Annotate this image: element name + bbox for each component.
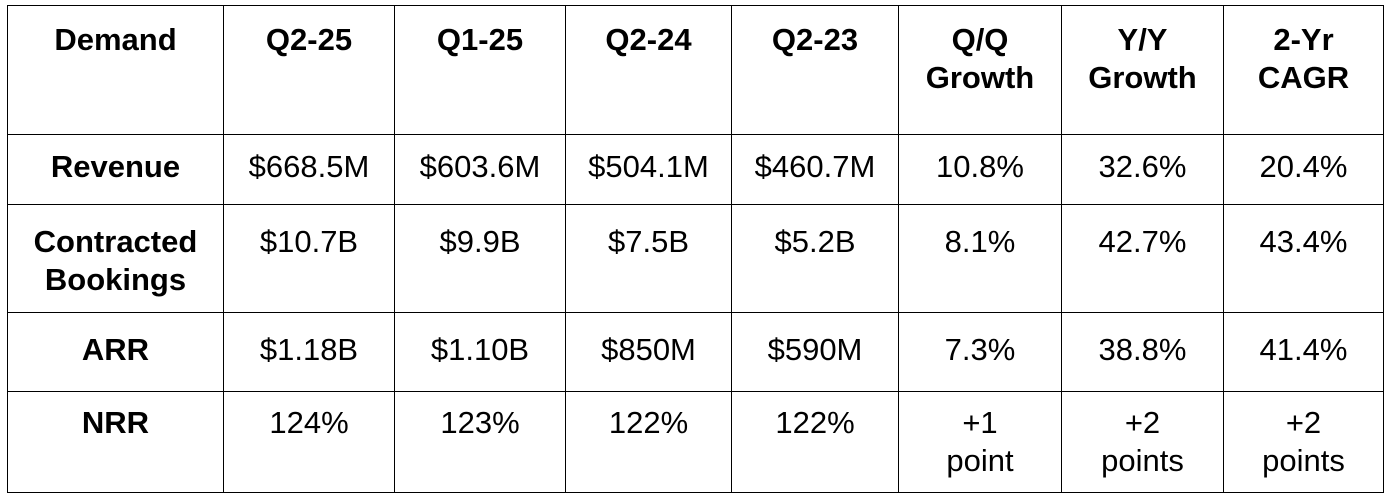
table-cell: $5.2B xyxy=(731,204,899,313)
column-header-q2-24: Q2-24 xyxy=(565,5,732,135)
table-cell: $590M xyxy=(731,312,899,392)
row-label-nrr: NRR xyxy=(7,391,224,493)
row-label-revenue: Revenue xyxy=(7,134,224,205)
table-row: Revenue $668.5M $603.6M $504.1M $460.7M … xyxy=(7,134,1384,205)
column-header-yy-growth: Y/Y Growth xyxy=(1061,5,1224,135)
column-header-2yr-cagr: 2-Yr CAGR xyxy=(1223,5,1384,135)
header-row: Demand Q2-25 Q1-25 Q2-24 Q2-23 Q/Q Growt… xyxy=(7,5,1384,135)
table-cell: $1.18B xyxy=(223,312,395,392)
demand-metrics-table: Demand Q2-25 Q1-25 Q2-24 Q2-23 Q/Q Growt… xyxy=(7,5,1384,493)
table-cell: $7.5B xyxy=(565,204,732,313)
column-header-q2-25: Q2-25 xyxy=(223,5,395,135)
table-cell: $9.9B xyxy=(394,204,566,313)
table-cell: 122% xyxy=(565,391,732,493)
table-cell: +2 points xyxy=(1223,391,1384,493)
column-header-qq-growth: Q/Q Growth xyxy=(898,5,1062,135)
table-cell: 7.3% xyxy=(898,312,1062,392)
table-cell: $603.6M xyxy=(394,134,566,205)
table-cell: $10.7B xyxy=(223,204,395,313)
table-cell: 42.7% xyxy=(1061,204,1224,313)
table-cell: 124% xyxy=(223,391,395,493)
table-row: Contracted Bookings $10.7B $9.9B $7.5B $… xyxy=(7,204,1384,313)
table-cell: 43.4% xyxy=(1223,204,1384,313)
table-cell: $504.1M xyxy=(565,134,732,205)
table-cell: $850M xyxy=(565,312,732,392)
row-label-contracted-bookings: Contracted Bookings xyxy=(7,204,224,313)
table-cell: 123% xyxy=(394,391,566,493)
column-header-demand: Demand xyxy=(7,5,224,135)
table-cell: $460.7M xyxy=(731,134,899,205)
column-header-q2-23: Q2-23 xyxy=(731,5,899,135)
table-row: ARR $1.18B $1.10B $850M $590M 7.3% 38.8%… xyxy=(7,312,1384,392)
table-cell: 32.6% xyxy=(1061,134,1224,205)
table-cell: 20.4% xyxy=(1223,134,1384,205)
table-cell: +1 point xyxy=(898,391,1062,493)
table-cell: 10.8% xyxy=(898,134,1062,205)
table-cell: 38.8% xyxy=(1061,312,1224,392)
column-header-q1-25: Q1-25 xyxy=(394,5,566,135)
row-label-arr: ARR xyxy=(7,312,224,392)
table-cell: 41.4% xyxy=(1223,312,1384,392)
table-cell: 8.1% xyxy=(898,204,1062,313)
table-cell: 122% xyxy=(731,391,899,493)
table-cell: $1.10B xyxy=(394,312,566,392)
table-row: NRR 124% 123% 122% 122% +1 point +2 poin… xyxy=(7,391,1384,493)
table-cell: +2 points xyxy=(1061,391,1224,493)
table-cell: $668.5M xyxy=(223,134,395,205)
